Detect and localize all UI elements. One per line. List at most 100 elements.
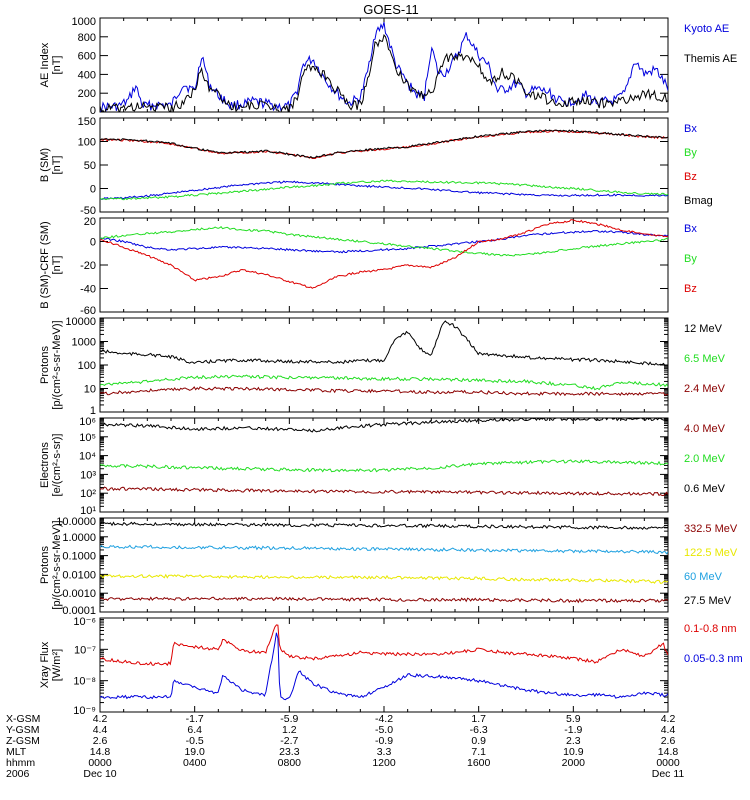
series-group xyxy=(100,21,668,112)
panel-bresid: 20 0 -20 -40 -60 B (SM)-CRF (SM) [nT] Bx By Bz xyxy=(39,216,697,317)
y-axis-label: Electrons xyxy=(39,442,51,488)
y-axis-label: Xray Flux xyxy=(39,641,51,688)
series-line-themis-ae xyxy=(100,34,668,112)
y-axis-label: [nT] xyxy=(51,56,63,75)
y-tick-label: 0 xyxy=(90,105,96,117)
orbit-cell: 19.0 xyxy=(184,746,205,758)
orbit-cell: -4.2 xyxy=(375,713,393,725)
series-line-6-5-mev xyxy=(100,374,668,391)
y-tick-label: 10⁶ xyxy=(79,416,96,428)
panel-protons_low: 10000 1000 100 10 1 Protons [p/(cm²-s-sr-MeV)]… xyxy=(39,316,726,417)
y-tick-label: -20 xyxy=(80,260,96,272)
orbit-row-label: Z-GSM xyxy=(6,735,40,747)
orbit-cell: -0.9 xyxy=(375,735,393,747)
panel-bfield: 150 100 50 0 -50 B (SM) [nT] Bx By Bz Bmag xyxy=(39,116,713,217)
series-group xyxy=(100,219,668,289)
y-tick-label: 0.0010 xyxy=(62,588,96,600)
series-group xyxy=(100,320,668,397)
series-line-by xyxy=(100,179,668,201)
orbit-cell: 1.2 xyxy=(282,724,297,736)
legend-entry: Bx xyxy=(684,223,697,235)
orbit-cell: 0800 xyxy=(278,757,302,769)
legend-entry: 332.5 MeV xyxy=(684,523,738,535)
orbit-cell: 2.6 xyxy=(661,735,676,747)
legend-entry: Bx xyxy=(684,123,697,135)
y-tick-label: 600 xyxy=(78,51,96,63)
orbit-cell: 1600 xyxy=(467,757,491,769)
panel-frame xyxy=(99,217,669,313)
orbit-row-label: hhmm xyxy=(6,757,35,769)
series-line-122-5-mev xyxy=(100,573,668,584)
series-line-by xyxy=(100,226,668,257)
series-line-bx xyxy=(100,180,668,200)
y-tick-label: 150 xyxy=(78,116,96,128)
orbit-cell: -5.9 xyxy=(280,713,298,725)
orbit-cell: 14.8 xyxy=(658,746,679,758)
y-tick-label: 1.0000 xyxy=(62,532,96,544)
orbit-cell: 2000 xyxy=(562,757,586,769)
series-group xyxy=(100,624,668,701)
orbit-cell: 1.7 xyxy=(471,713,486,725)
orbit-row-label: MLT xyxy=(6,746,27,758)
orbit-cell: 3.3 xyxy=(377,746,392,758)
y-tick-label: 10 xyxy=(84,384,96,396)
y-tick-label: 10000 xyxy=(65,316,96,328)
series-line-bz xyxy=(100,129,668,160)
panel-protons_high: 10.0000 1.0000 0.1000 0.0100 0.0010 0.0001 Pro… xyxy=(39,516,738,617)
legend-entry: 6.5 MeV xyxy=(684,353,726,365)
y-tick-label: 0.1000 xyxy=(62,551,96,563)
y-axis-label: Protons xyxy=(39,546,51,584)
orbit-cell: Dec 10 xyxy=(83,768,116,780)
legend-entry: 4.0 MeV xyxy=(684,423,726,435)
legend-entry: Bz xyxy=(684,283,697,295)
orbit-cell: 4.2 xyxy=(93,713,108,725)
orbit-cell: -5.0 xyxy=(375,724,393,736)
y-tick-label: 10⁴ xyxy=(79,451,96,463)
panel-ae: 1000 800 600 400 200 0 AE Index [nT] Kyoto AE The… xyxy=(39,16,737,117)
series-group xyxy=(100,129,668,201)
y-tick-label: 20 xyxy=(84,216,96,228)
y-tick-label: 10⁵ xyxy=(79,432,96,444)
y-tick-label: 10.0000 xyxy=(56,516,96,528)
legend-entry: 2.4 MeV xyxy=(684,383,726,395)
orbit-cell: 4.4 xyxy=(93,724,108,736)
y-tick-label: 10² xyxy=(80,488,96,500)
y-tick-label: 0 xyxy=(90,237,96,249)
orbit-info-table: X-GSMY-GSMZ-GSMMLThhmm20064.24.42.614.80… xyxy=(6,713,684,780)
y-axis-label: B (SM)-CRF (SM) xyxy=(39,221,51,308)
y-tick-label: 1000 xyxy=(72,337,96,349)
y-axis-label: AE Index xyxy=(39,42,51,87)
y-tick-label: -40 xyxy=(80,284,96,296)
y-tick-label: 10⁻⁹ xyxy=(73,705,96,717)
y-tick-label: 50 xyxy=(84,160,96,172)
legend-entry: 60 MeV xyxy=(684,571,723,583)
orbit-row-label: Y-GSM xyxy=(6,724,39,736)
orbit-cell: 7.1 xyxy=(471,746,486,758)
orbit-cell: 23.3 xyxy=(279,746,300,758)
y-axis-label: Protons xyxy=(39,346,51,384)
orbit-cell: -1.7 xyxy=(186,713,204,725)
series-line-bx xyxy=(100,229,668,254)
orbit-row-label: X-GSM xyxy=(6,713,40,725)
orbit-cell: 5.9 xyxy=(566,713,581,725)
y-axis-label: [e/(cm²-s-sr)] xyxy=(51,434,63,497)
y-tick-label: 200 xyxy=(78,88,96,100)
series-line-332-5-mev xyxy=(100,596,668,604)
panel-electrons: 10⁶ 10⁵ 10⁴ 10³ 10² 10¹ Electrons [e/(cm²-s-sr)… xyxy=(39,416,726,517)
orbit-cell: 14.8 xyxy=(90,746,111,758)
legend-entry: 27.5 MeV xyxy=(684,595,732,607)
series-line-60-mev xyxy=(100,544,668,555)
series-line-bz xyxy=(100,219,668,289)
orbit-cell: -0.5 xyxy=(186,735,204,747)
series-group xyxy=(100,418,668,497)
series-line-4-0-mev xyxy=(100,486,668,497)
series-line-2-4-mev xyxy=(100,386,668,397)
orbit-cell: 0400 xyxy=(183,757,207,769)
series-line-0-1-0-8-nm xyxy=(100,624,668,667)
legend-entry: By xyxy=(684,147,697,159)
orbit-cell: -6.3 xyxy=(470,724,488,736)
orbit-cell: 2.3 xyxy=(566,735,581,747)
orbit-cell: 10.9 xyxy=(563,746,584,758)
